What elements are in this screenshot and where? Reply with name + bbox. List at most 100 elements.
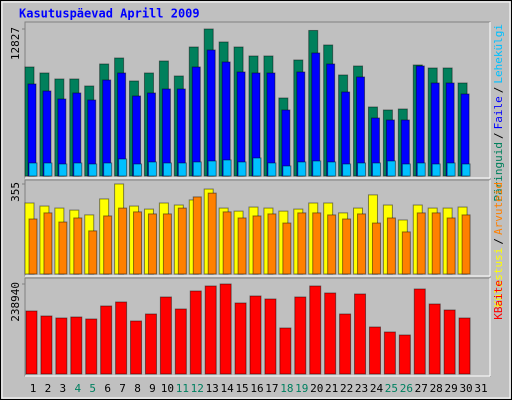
bar: [413, 288, 426, 375]
bar: [371, 162, 381, 177]
bar: [103, 162, 113, 177]
bar: [222, 211, 232, 275]
bar: [191, 66, 201, 177]
x-tick-label: 29: [445, 382, 458, 395]
bar: [207, 160, 217, 177]
x-tick-label: 15: [235, 382, 248, 395]
bar: [312, 212, 322, 275]
x-tick-label: 17: [265, 382, 278, 395]
bar: [446, 217, 456, 275]
bar: [162, 162, 172, 177]
legend: KBaite: [492, 280, 505, 320]
bar: [28, 162, 38, 177]
bar: [237, 217, 247, 275]
bar: [118, 207, 128, 275]
x-tick-label: 4: [74, 382, 81, 395]
legend-entry: Faile: [492, 96, 505, 129]
bar: [252, 215, 262, 275]
legend-entry: KBaite: [492, 280, 505, 320]
bar: [296, 71, 306, 177]
x-tick-label: 12: [191, 382, 204, 395]
x-tick-label: 21: [325, 382, 338, 395]
bar: [189, 290, 202, 375]
y-tick-label: 238940: [9, 282, 22, 322]
bar: [177, 207, 187, 275]
x-tick-label: 24: [370, 382, 384, 395]
bar: [445, 82, 455, 177]
x-tick-label: 14: [221, 382, 235, 395]
bar: [309, 285, 322, 375]
bar: [312, 160, 322, 177]
bar: [102, 79, 112, 177]
bar: [357, 213, 367, 275]
x-tick-label: 8: [134, 382, 141, 395]
bar: [324, 292, 337, 375]
legend-separator: /: [492, 238, 505, 245]
bar: [282, 165, 292, 177]
chart-title: Kasutuspäevad Aprill 2009: [19, 7, 200, 21]
bar: [415, 65, 425, 177]
bar: [371, 222, 381, 275]
x-tick-label: 13: [206, 382, 219, 395]
bar: [100, 305, 113, 375]
bar: [297, 161, 307, 177]
bar: [461, 163, 471, 177]
bar: [147, 161, 157, 177]
bar: [267, 162, 277, 177]
bar: [55, 317, 68, 375]
bar: [443, 309, 456, 375]
bar: [461, 214, 471, 275]
bar: [192, 196, 202, 275]
x-tick-label: 6: [104, 382, 111, 395]
x-tick-label: 20: [310, 382, 323, 395]
x-tick-label: 2: [45, 382, 52, 395]
bar: [118, 158, 128, 177]
bar: [249, 295, 262, 375]
x-tick-label: 7: [119, 382, 126, 395]
bar: [431, 163, 441, 177]
legend-separator: /: [492, 132, 505, 139]
bar: [297, 212, 307, 275]
bar: [133, 163, 143, 177]
x-tick-label: 31: [474, 382, 487, 395]
bar: [144, 313, 157, 375]
bar: [458, 317, 471, 375]
bar: [219, 283, 232, 375]
bar: [88, 230, 98, 275]
bar: [326, 63, 336, 177]
bar: [279, 327, 292, 375]
x-tick-label: 25: [385, 382, 398, 395]
legend-entry: Arvuteid: [492, 182, 505, 235]
bar: [327, 161, 337, 177]
bar: [28, 218, 38, 275]
x-tick-label: 10: [161, 382, 174, 395]
bar: [115, 301, 128, 375]
bar: [40, 315, 53, 375]
bar: [58, 163, 68, 177]
bar: [383, 331, 396, 375]
bar: [386, 217, 396, 275]
bar: [401, 231, 411, 275]
bar: [234, 302, 247, 375]
bar: [282, 222, 292, 275]
legend: Külastusi / Arvuteid: [492, 182, 505, 307]
bar: [294, 296, 307, 375]
bar: [311, 52, 321, 177]
bar: [430, 82, 440, 177]
bar: [354, 293, 367, 375]
bar: [222, 159, 232, 177]
x-tick-label: 26: [400, 382, 413, 395]
bar: [398, 334, 411, 375]
x-tick-label: 18: [280, 382, 293, 395]
bar: [207, 192, 217, 275]
bar: [428, 303, 441, 375]
bar: [368, 326, 381, 375]
bar: [88, 163, 98, 177]
bar: [339, 313, 352, 375]
bar: [73, 217, 83, 275]
bar: [147, 213, 157, 275]
bar: [266, 72, 276, 177]
bar: [267, 213, 277, 275]
bar: [204, 285, 217, 375]
bar: [192, 161, 202, 177]
